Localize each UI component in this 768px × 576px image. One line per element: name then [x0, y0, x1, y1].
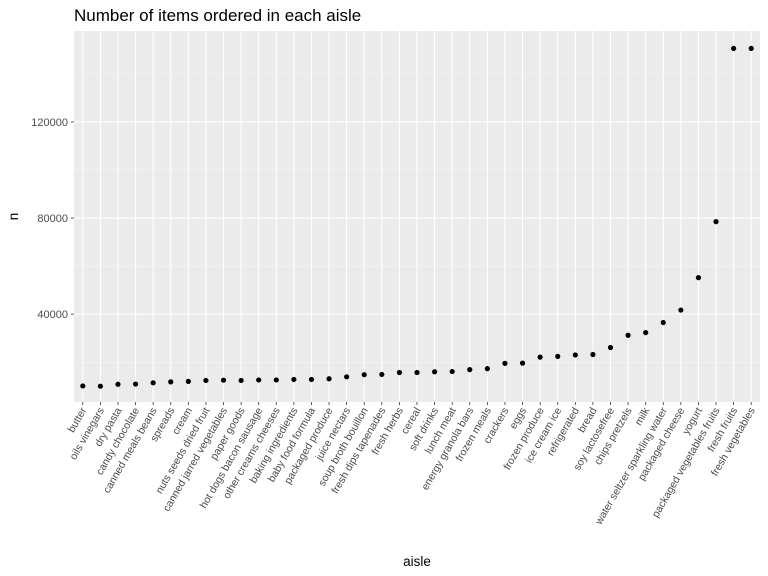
data-point [449, 368, 455, 375]
data-point [326, 376, 332, 382]
data-point [291, 376, 297, 383]
data-point [185, 378, 191, 384]
data-point [256, 377, 262, 383]
data-point [431, 369, 438, 375]
data-point [150, 380, 156, 386]
data-point [132, 381, 139, 387]
data-point [220, 377, 227, 383]
data-point [308, 376, 315, 383]
y-tick-label: 80000 [37, 213, 68, 225]
data-point [396, 369, 403, 376]
data-points [80, 45, 754, 389]
y-axis-ticks: 40000 80000 120000 [31, 117, 74, 321]
data-point [555, 353, 561, 360]
data-point [643, 330, 649, 336]
x-axis-title: aisle [403, 554, 431, 569]
data-point [467, 367, 473, 373]
data-point [748, 45, 754, 52]
data-point [203, 377, 209, 384]
data-point [414, 369, 420, 376]
data-point [590, 351, 596, 358]
y-tick-label: 40000 [37, 309, 68, 321]
data-point [572, 352, 578, 358]
y-axis-title: n [6, 213, 21, 221]
data-point [97, 383, 103, 389]
data-point [238, 377, 244, 384]
chart-title: Number of items ordered in each aisle [74, 6, 362, 25]
data-point [537, 354, 543, 360]
data-point [713, 219, 719, 225]
data-point [660, 319, 666, 326]
data-point [519, 360, 526, 366]
data-point [502, 360, 508, 366]
data-point [625, 332, 631, 338]
data-point [678, 307, 684, 313]
data-point [695, 275, 702, 281]
data-point [379, 371, 385, 378]
data-point [484, 366, 490, 372]
data-point [115, 381, 121, 387]
data-point [344, 374, 350, 380]
data-point [607, 344, 614, 351]
y-tick-label: 120000 [31, 117, 68, 129]
major-gridlines [74, 31, 760, 402]
data-point [168, 379, 174, 385]
data-point [731, 45, 737, 52]
data-point [273, 377, 279, 383]
data-point [361, 372, 367, 378]
data-point [80, 383, 86, 389]
